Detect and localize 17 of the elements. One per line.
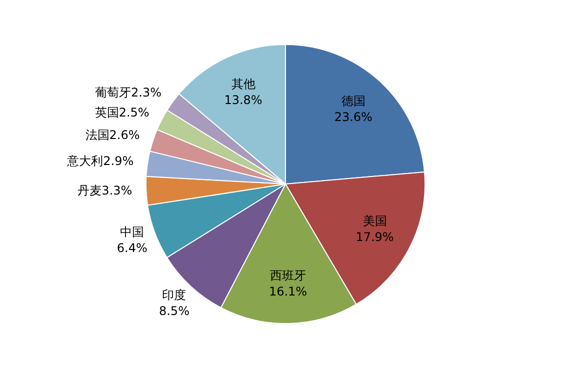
slice-label: 印度	[162, 288, 186, 302]
data-label: 6.4%	[116, 240, 148, 255]
slice-label: 美国	[362, 214, 387, 228]
slice-label: 德国	[341, 94, 366, 108]
slice-label: 丹麦3.3%	[78, 184, 132, 198]
slice-label: 英国2.5%	[94, 105, 150, 120]
slice-label: 意大利2.9%	[66, 154, 134, 168]
data-label: 23.6%	[334, 110, 372, 124]
data-label: 8.5%	[158, 304, 190, 318]
slice-label: 其他	[231, 76, 256, 91]
data-label: 16.1%	[268, 284, 308, 299]
slice-label: 西班牙	[270, 268, 306, 283]
slice-label: 法国2.6%	[85, 128, 140, 142]
data-label: 17.9%	[356, 230, 394, 244]
slice-label: 中国	[120, 224, 144, 239]
data-label: 13.8%	[224, 92, 262, 107]
slice-label: 葡萄牙2.3%	[95, 86, 162, 100]
